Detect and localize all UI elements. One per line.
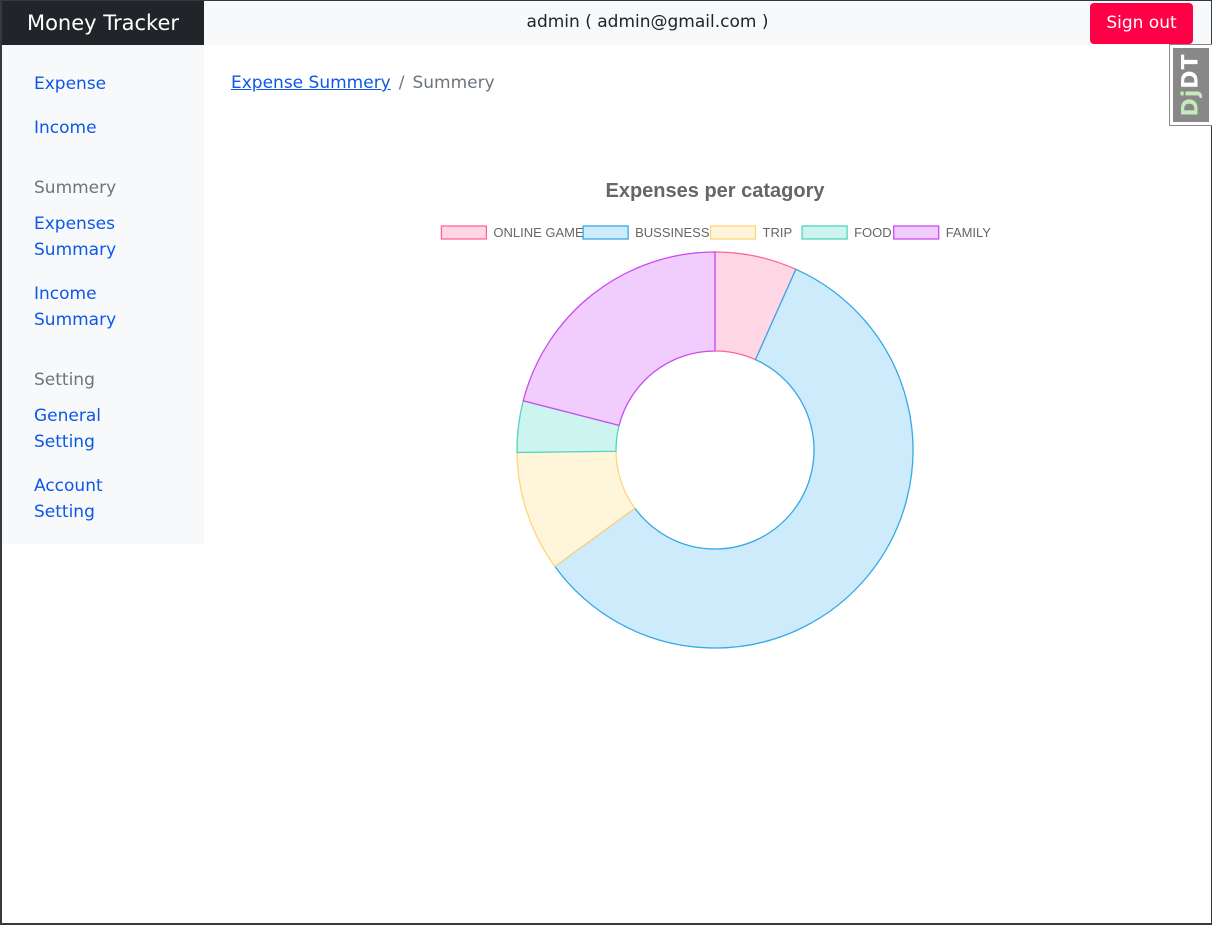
legend-swatch bbox=[893, 225, 940, 240]
sidebar-item-label: Expenses bbox=[34, 214, 115, 234]
legend-label: TRIP bbox=[763, 225, 793, 240]
legend-swatch bbox=[440, 225, 488, 240]
debug-toolbar-label: DjDT bbox=[1178, 53, 1204, 117]
sidebar-heading-summery: Summery bbox=[34, 178, 117, 198]
legend-label: FAMILY bbox=[946, 225, 992, 240]
debug-toolbar-handle[interactable]: DjDT bbox=[1169, 44, 1212, 126]
sidebar-item-expenses-summary[interactable]: Expenses Summary bbox=[34, 211, 116, 263]
sidebar-item-label: General bbox=[34, 406, 101, 426]
brand-logo[interactable]: Money Tracker bbox=[2, 1, 204, 45]
sidebar-item-label: Income bbox=[34, 284, 97, 304]
legend-label: ONLINE GAME bbox=[493, 225, 584, 240]
sidebar-item-expense[interactable]: Expense bbox=[34, 74, 107, 94]
sidebar-item-label: Summary bbox=[34, 240, 117, 260]
sidebar-item-account-setting[interactable]: Account Setting bbox=[34, 473, 103, 525]
chart-slice-bussiness[interactable] bbox=[553, 268, 914, 649]
sidebar-item-income-summary[interactable]: Income Summary bbox=[34, 281, 116, 333]
sign-out-button[interactable]: Sign out bbox=[1090, 3, 1193, 44]
legend-item-trip[interactable]: TRIP bbox=[709, 225, 793, 240]
breadcrumb-link-expense-summery[interactable]: Expense Summery bbox=[231, 73, 391, 93]
legend-item-online-game[interactable]: ONLINE GAME bbox=[440, 225, 584, 240]
legend-swatch bbox=[709, 225, 757, 240]
legend-swatch bbox=[801, 225, 848, 240]
top-navbar: Money Tracker admin ( admin@gmail.com ) … bbox=[2, 1, 1211, 45]
sidebar-item-general-setting[interactable]: General Setting bbox=[34, 403, 101, 455]
chart-legend: ONLINE GAME BUSSINESS TRIP FOOD FAMILY bbox=[440, 225, 992, 240]
expenses-doughnut-chart: Expenses per catagory ONLINE GAME BUSSINE… bbox=[440, 180, 992, 649]
sidebar-heading-setting: Setting bbox=[34, 370, 95, 390]
legend-swatch bbox=[582, 225, 629, 240]
sidebar-item-label: Account bbox=[34, 476, 103, 496]
chart-slices bbox=[516, 251, 914, 649]
chart-slice-family[interactable] bbox=[522, 251, 716, 427]
debug-toolbar-badge: DjDT bbox=[1173, 48, 1209, 122]
chart-title: Expenses per catagory bbox=[606, 180, 826, 202]
breadcrumb: Expense Summery / Summery bbox=[231, 70, 495, 96]
sidebar-item-label: Summary bbox=[34, 310, 117, 330]
sidebar-item-income[interactable]: Income bbox=[34, 118, 97, 138]
breadcrumb-current: Summery bbox=[412, 73, 495, 93]
legend-item-bussiness[interactable]: BUSSINESS bbox=[582, 225, 710, 240]
sidebar-item-label: Setting bbox=[34, 432, 95, 452]
legend-item-food[interactable]: FOOD bbox=[801, 225, 892, 240]
legend-label: BUSSINESS bbox=[635, 225, 710, 240]
legend-label: FOOD bbox=[854, 225, 892, 240]
sidebar: Expense Income Summery Expenses Summary … bbox=[2, 45, 204, 544]
sidebar-item-label: Setting bbox=[34, 502, 95, 522]
user-info: admin ( admin@gmail.com ) bbox=[526, 12, 769, 32]
legend-item-family[interactable]: FAMILY bbox=[893, 225, 992, 240]
breadcrumb-separator: / bbox=[398, 73, 405, 93]
